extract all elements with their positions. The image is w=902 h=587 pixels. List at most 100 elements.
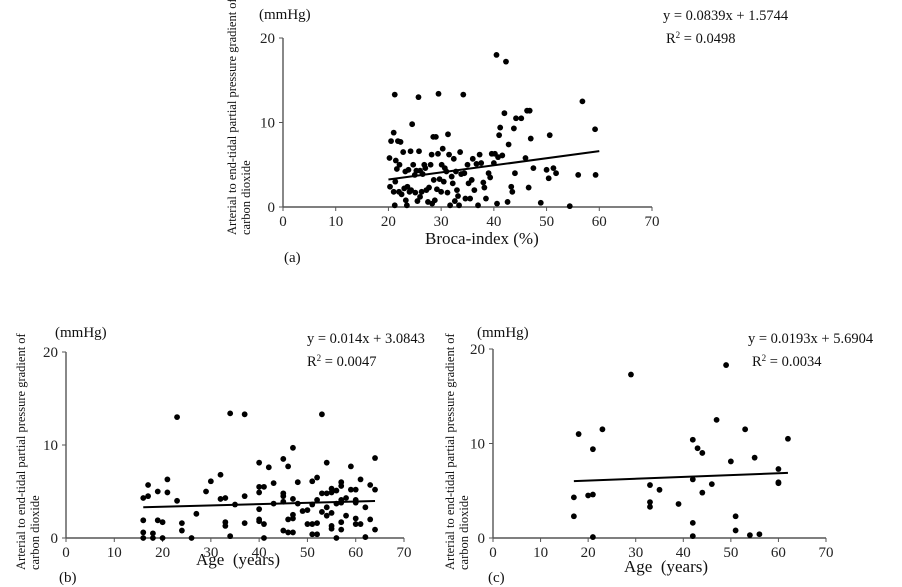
data-point xyxy=(478,160,485,166)
data-point xyxy=(150,535,156,541)
data-point xyxy=(590,491,596,498)
data-point xyxy=(367,516,374,523)
data-point xyxy=(304,507,311,513)
data-point xyxy=(708,481,715,488)
x-tick-label: 20 xyxy=(155,545,170,561)
data-point xyxy=(285,529,292,536)
data-point xyxy=(314,531,320,538)
data-point xyxy=(392,178,399,185)
data-point xyxy=(405,166,412,173)
data-point xyxy=(481,184,488,191)
data-point xyxy=(178,527,185,534)
data-point xyxy=(256,506,263,513)
x-tick-label: 10 xyxy=(107,545,122,561)
trend-equation: y = 0.0839x + 1.5744 xyxy=(663,8,789,24)
data-point xyxy=(265,464,272,471)
data-point xyxy=(309,531,316,538)
data-point xyxy=(261,535,267,541)
y-tick-label: 0 xyxy=(268,200,276,216)
data-point xyxy=(431,197,438,204)
data-point xyxy=(415,94,422,101)
data-point xyxy=(347,463,354,470)
data-point xyxy=(449,180,456,187)
data-point xyxy=(299,508,306,514)
data-point xyxy=(494,200,500,207)
chart-b: (mmHg) Arterial to end-tidal partial pre… xyxy=(14,325,425,586)
x-tick-label: 0 xyxy=(489,545,497,561)
trend-line xyxy=(573,471,788,483)
data-point xyxy=(464,161,471,168)
data-point xyxy=(689,519,696,526)
data-point xyxy=(164,489,171,496)
data-point xyxy=(193,510,200,517)
data-point xyxy=(473,161,480,167)
data-point xyxy=(404,183,411,190)
data-point xyxy=(222,495,229,501)
data-point xyxy=(338,526,345,533)
data-point xyxy=(422,165,429,172)
data-point xyxy=(261,521,267,527)
data-point xyxy=(352,515,359,522)
data-point xyxy=(372,455,378,461)
data-point xyxy=(756,531,763,538)
trend-equation: y = 0.0193x + 5.6904 xyxy=(748,331,874,347)
data-point xyxy=(509,188,516,195)
data-point xyxy=(476,151,483,158)
data-point xyxy=(575,171,582,178)
x-tick-label: 0 xyxy=(62,545,70,561)
data-point xyxy=(656,486,663,493)
data-point xyxy=(713,416,720,423)
data-point xyxy=(343,512,349,519)
data-point xyxy=(585,492,592,499)
data-point xyxy=(145,493,151,500)
data-point xyxy=(412,189,419,196)
data-point xyxy=(159,519,166,526)
data-point xyxy=(362,534,369,540)
y-axis-label-line1: Arterial to end-tidal partial pressure g… xyxy=(443,332,457,570)
data-point xyxy=(290,529,296,536)
data-point xyxy=(261,483,267,490)
data-point xyxy=(227,410,234,417)
data-point xyxy=(222,523,229,529)
x-axis-label: Broca-index (%) xyxy=(425,229,539,248)
data-point xyxy=(742,426,749,433)
data-point xyxy=(338,483,345,489)
y-tick-label: 20 xyxy=(470,342,485,358)
data-point xyxy=(775,480,782,487)
data-point xyxy=(280,527,287,534)
data-point xyxy=(436,176,443,183)
data-point xyxy=(775,466,782,472)
data-point xyxy=(362,504,369,511)
data-point xyxy=(732,527,739,534)
data-point xyxy=(504,199,511,205)
trend-line xyxy=(143,499,376,509)
data-point xyxy=(140,517,147,524)
data-point xyxy=(352,521,359,527)
data-point xyxy=(508,183,515,190)
y-axis-label-line1: Arterial to end-tidal partial pressure g… xyxy=(14,332,28,570)
data-point xyxy=(450,155,457,162)
data-point xyxy=(689,436,696,443)
x-tick-label: 20 xyxy=(581,545,596,561)
data-point xyxy=(435,90,442,97)
x-tick-label: 70 xyxy=(397,545,412,561)
data-point xyxy=(217,471,224,478)
data-point xyxy=(256,489,263,496)
data-point xyxy=(444,189,451,196)
data-point xyxy=(487,174,494,181)
data-point xyxy=(416,148,422,155)
data-point xyxy=(367,482,374,488)
x-tick-label: 50 xyxy=(539,214,554,230)
data-point xyxy=(227,533,234,540)
data-point xyxy=(510,125,517,132)
data-point xyxy=(456,202,462,209)
x-tick-label: 50 xyxy=(723,545,738,561)
data-point xyxy=(217,496,224,502)
data-point xyxy=(203,488,209,495)
data-point xyxy=(550,165,557,172)
data-point xyxy=(386,155,393,161)
data-point xyxy=(333,535,340,541)
data-point xyxy=(338,519,345,526)
data-point xyxy=(525,184,532,191)
data-point xyxy=(751,454,758,461)
